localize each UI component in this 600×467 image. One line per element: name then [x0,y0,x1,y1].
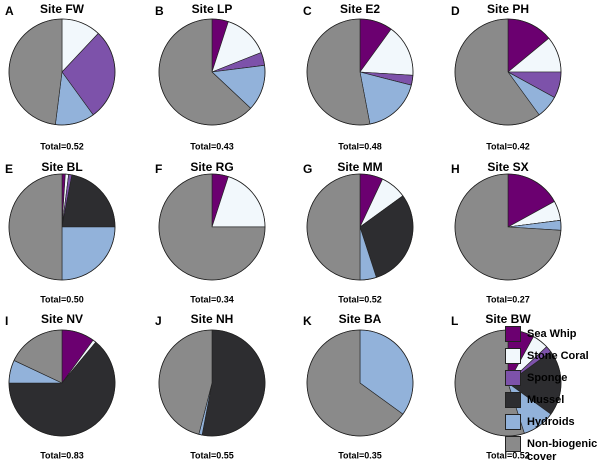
pie-outline [454,18,562,126]
legend-swatch [505,436,521,452]
panel-letter: L [451,314,458,328]
pie-title: Site FW [40,2,85,16]
legend-item: Stone Coral [505,348,600,370]
pie-title: Site LP [192,2,233,16]
pie-slice [61,226,116,281]
total-label: Total=0.55 [190,450,234,460]
total-label: Total=0.52 [40,141,84,151]
pie-outline [158,329,266,437]
legend-label: Sea Whip [527,328,577,340]
panel-letter: F [155,162,162,176]
legend-label: Non-biogenic cover [527,438,598,463]
panel-letter: E [5,162,13,176]
pie-outline [8,18,116,126]
legend-swatch [505,414,521,430]
total-label: Total=0.35 [338,450,382,460]
legend-swatch [505,326,521,342]
legend-swatch [505,370,521,386]
pie-outline [306,173,414,281]
total-label: Total=0.50 [40,294,84,304]
panel-letter: H [451,162,460,176]
panel-letter: K [303,314,312,328]
total-label: Total=0.52 [338,294,382,304]
panel-letter: B [155,4,164,18]
pie-title: Site BA [339,312,382,326]
total-label: Total=0.52 [486,450,530,460]
panel-letter: I [5,314,8,328]
pie-outline [8,329,116,437]
legend-item: Non-biogenic cover [505,436,600,463]
total-label: Total=0.83 [40,450,84,460]
pie-title: Site BW [485,312,531,326]
pie-slice [8,173,63,281]
legend-label: Sponge [527,372,568,384]
pie-title: Site PH [487,2,529,16]
legend-label: Stone Coral [527,350,589,362]
total-label: Total=0.42 [486,141,530,151]
legend-swatch [505,392,521,408]
legend-item: Mussel [505,392,600,414]
legend-label: Mussel [527,394,565,406]
legend-item: Hydroids [505,414,600,436]
legend-item: Sea Whip [505,326,600,348]
total-label: Total=0.34 [190,294,234,304]
panel-letter: A [5,4,14,18]
pie-outline [8,173,116,281]
pie-title: Site BL [41,160,82,174]
panel-letter: G [303,162,312,176]
pie-outline [158,173,266,281]
legend: Sea Whip Stone Coral Sponge Mussel Hydroids N… [505,326,600,463]
pie-title: Site RG [190,160,233,174]
pie-outline [454,173,562,281]
legend-item: Sponge [505,370,600,392]
panel-letter: C [303,4,312,18]
pie-outline [306,18,414,126]
pie-slice [306,173,361,281]
total-label: Total=0.48 [338,141,382,151]
pie-outline [158,18,266,126]
pie-title: Site E2 [340,2,380,16]
legend-swatch [505,348,521,364]
pie-title: Site NH [191,312,234,326]
panel-letter: J [155,314,162,328]
pie-title: Site MM [337,160,382,174]
legend-label: Hydroids [527,416,575,428]
pie-title: Site NV [41,312,83,326]
total-label: Total=0.27 [486,294,530,304]
total-label: Total=0.43 [190,141,234,151]
pie-slice [8,18,63,125]
pie-outline [306,329,414,437]
panel-letter: D [451,4,460,18]
pie-title: Site SX [487,160,528,174]
